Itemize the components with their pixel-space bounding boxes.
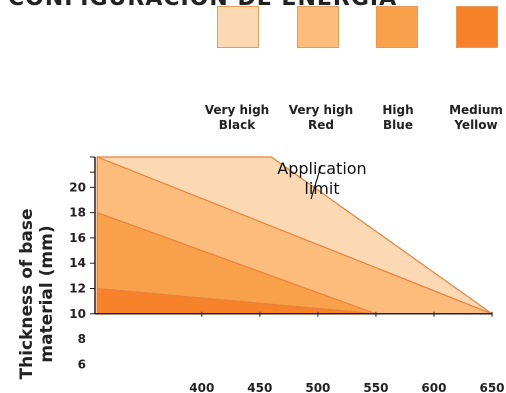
page-title: CONFIGURACION DE ENERGIA [8,0,397,11]
x-tick-label: 650 [479,381,504,393]
legend-label-medium-yellow: Medium Yellow [449,103,503,132]
legend-label-very-high-red: Very high Red [288,103,354,132]
y-tick-label: 8 [78,332,86,346]
y-tick-label: 20 [69,180,86,194]
annotation-pointer-line [310,165,322,200]
y-tick-label: 18 [69,206,86,220]
y-tick-label: 16 [69,231,86,245]
x-tick-label: 500 [305,381,330,393]
legend-swatch-very-high-red [297,6,339,48]
y-tick-label: 14 [69,256,86,270]
application-limit-annotation: Application limit [277,159,366,198]
legend-label-high-blue: High Blue [382,103,414,132]
x-tick-label: 550 [363,381,388,393]
legend-swatch-medium-yellow [456,6,498,48]
y-tick-label: 10 [69,307,86,321]
y-tick-label: 12 [69,281,86,295]
legend-label-very-high-black: Very high Black [204,103,270,132]
x-tick-label: 450 [247,381,272,393]
legend-swatch-very-high-black [217,6,259,48]
x-tick-label: 600 [421,381,446,393]
y-tick-label: 6 [78,357,86,371]
x-tick-label: 400 [189,381,214,393]
legend-swatch-high-blue [376,6,418,48]
